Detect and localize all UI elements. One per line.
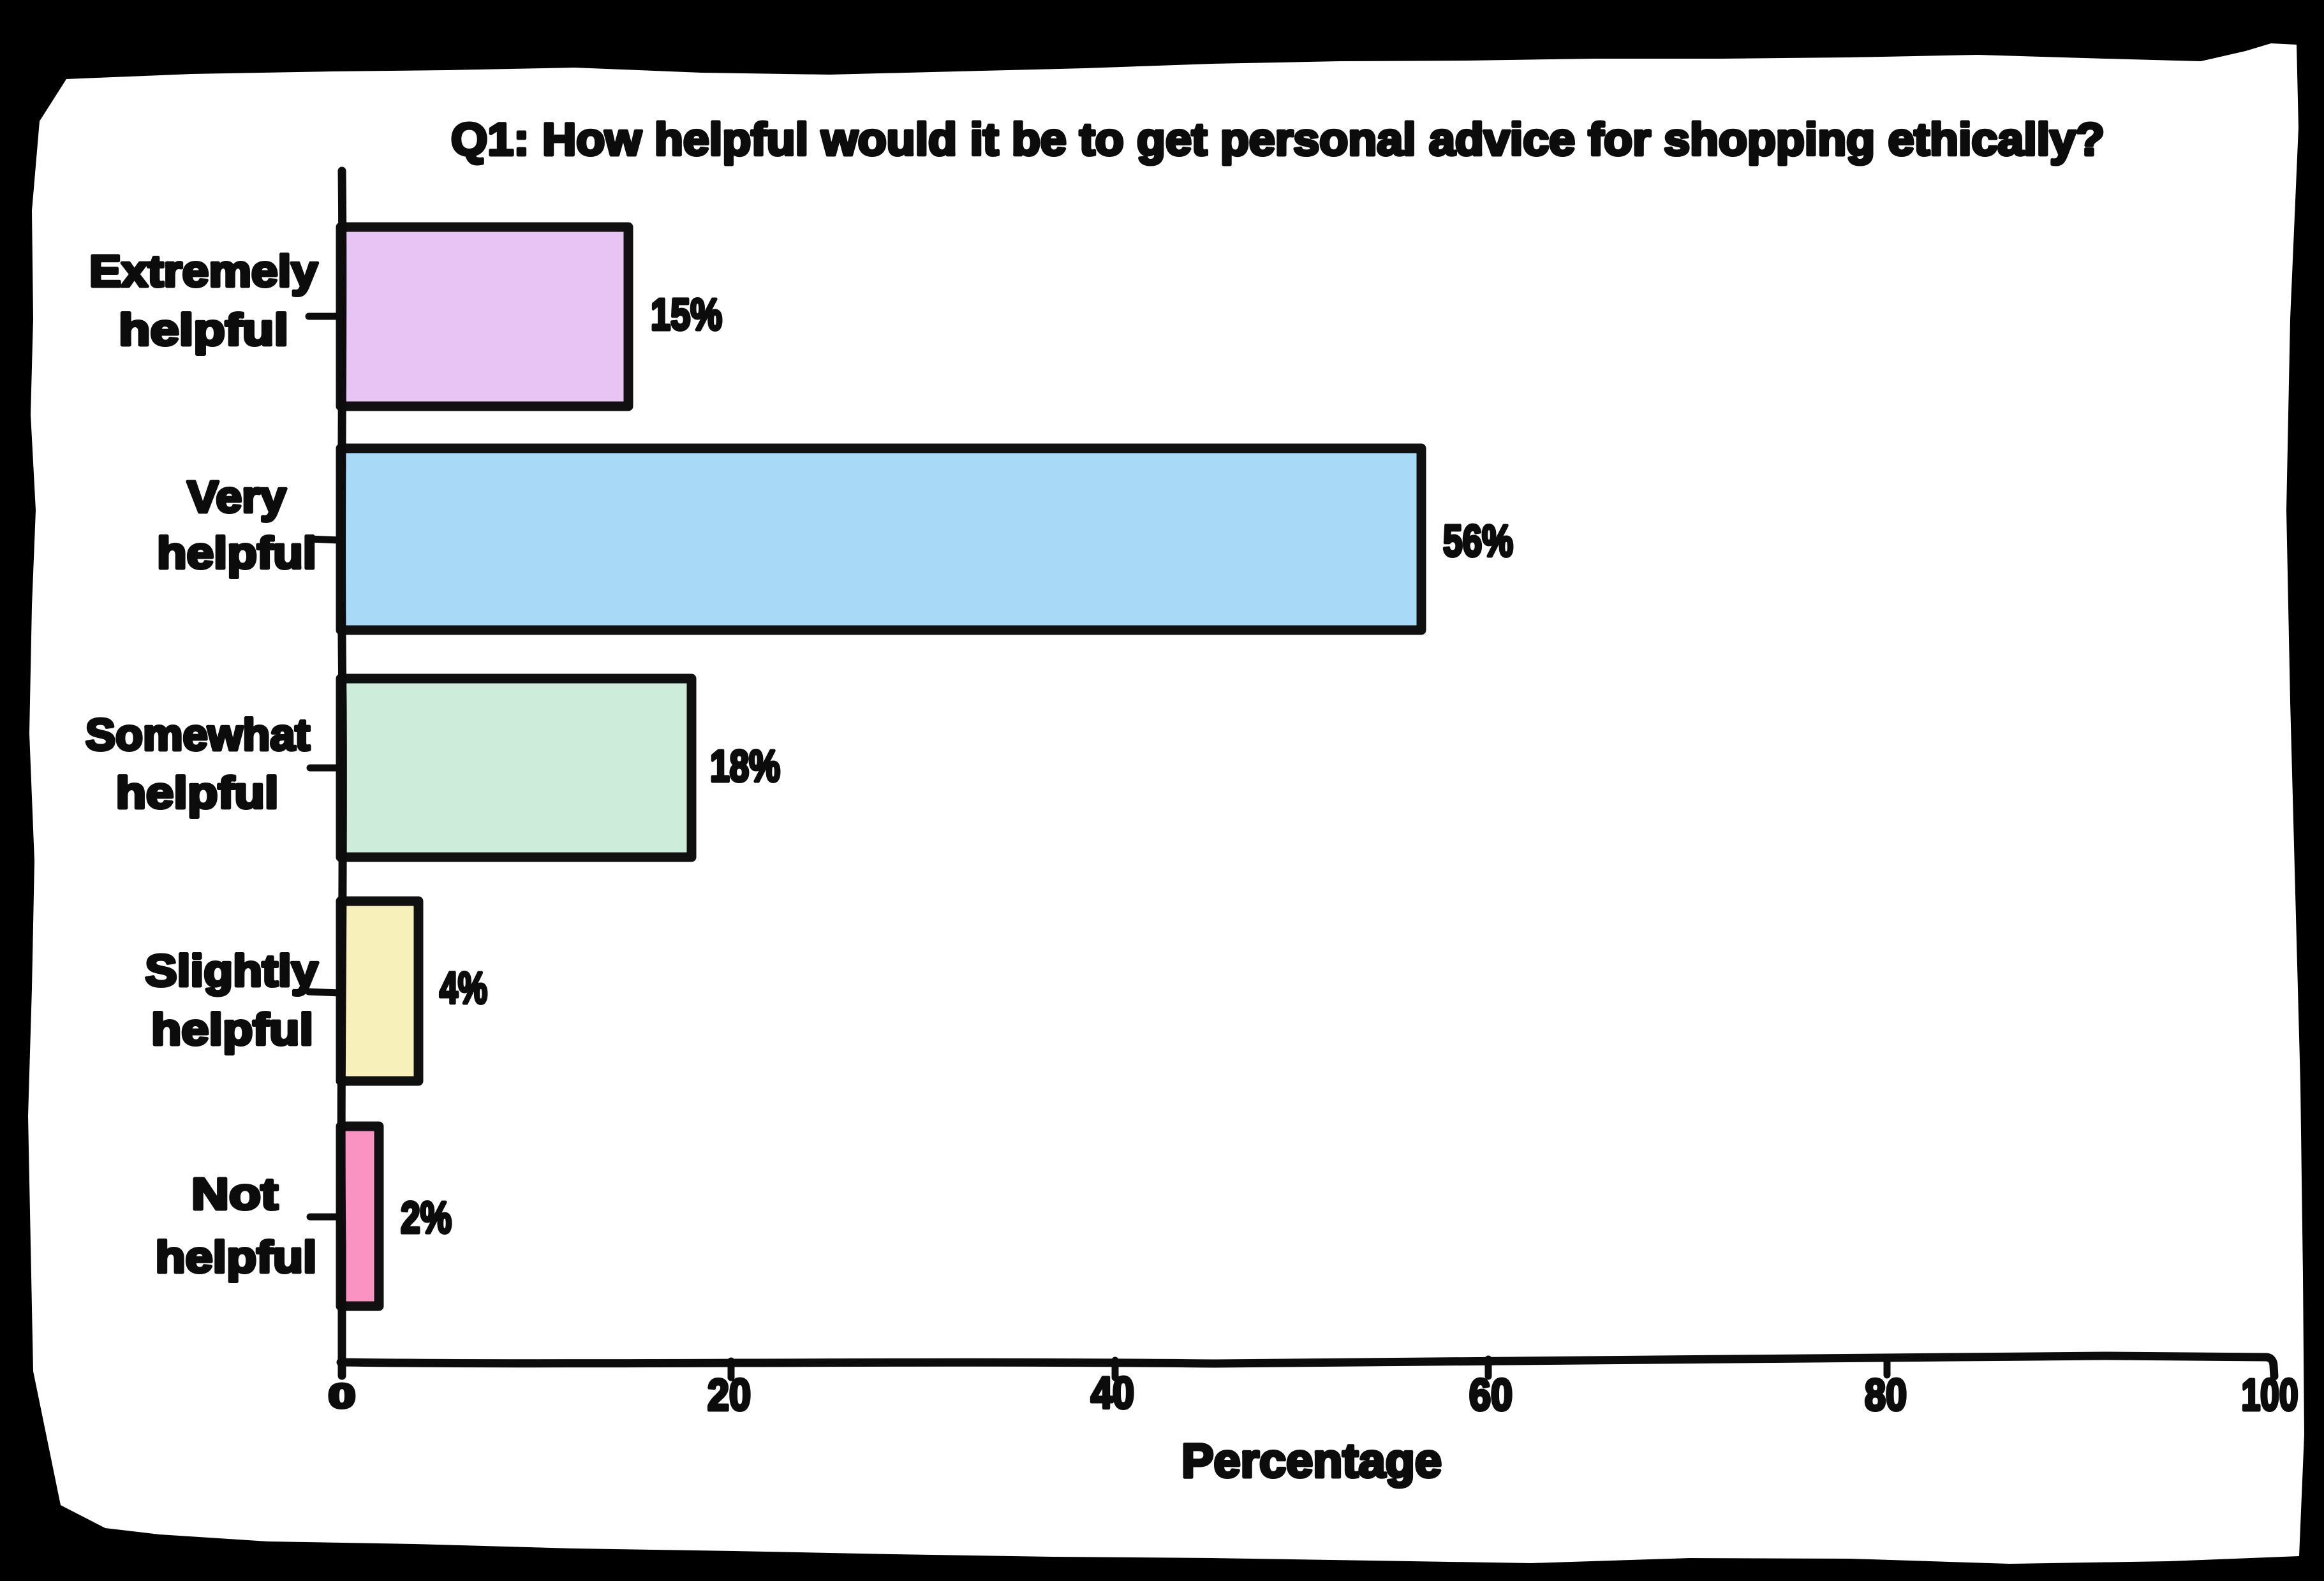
svg-text:Percentage: Percentage <box>1181 1434 1442 1487</box>
svg-text:60: 60 <box>1469 1370 1513 1420</box>
svg-text:Extremely: Extremely <box>89 246 318 296</box>
svg-text:15%: 15% <box>651 290 722 339</box>
svg-text:helpful: helpful <box>156 1232 317 1282</box>
svg-text:Somewhat: Somewhat <box>85 710 310 760</box>
svg-text:Q1: How helpful would it be to: Q1: How helpful would it be to get perso… <box>451 115 2105 165</box>
svg-text:helpful: helpful <box>151 1004 313 1054</box>
svg-text:4%: 4% <box>440 963 487 1013</box>
svg-text:20: 20 <box>707 1370 751 1420</box>
svg-text:18%: 18% <box>710 741 780 791</box>
svg-text:100: 100 <box>2242 1370 2298 1420</box>
svg-text:Very: Very <box>188 472 286 522</box>
svg-text:Not: Not <box>191 1169 278 1219</box>
svg-text:helpful: helpful <box>116 768 279 818</box>
svg-text:80: 80 <box>1865 1370 1907 1420</box>
svg-text:helpful: helpful <box>157 528 316 578</box>
svg-text:Slightly: Slightly <box>145 946 318 996</box>
svg-text:40: 40 <box>1091 1368 1134 1418</box>
svg-text:helpful: helpful <box>119 305 288 355</box>
svg-text:0: 0 <box>329 1378 355 1415</box>
svg-text:56%: 56% <box>1443 516 1513 566</box>
svg-text:2%: 2% <box>401 1193 452 1242</box>
